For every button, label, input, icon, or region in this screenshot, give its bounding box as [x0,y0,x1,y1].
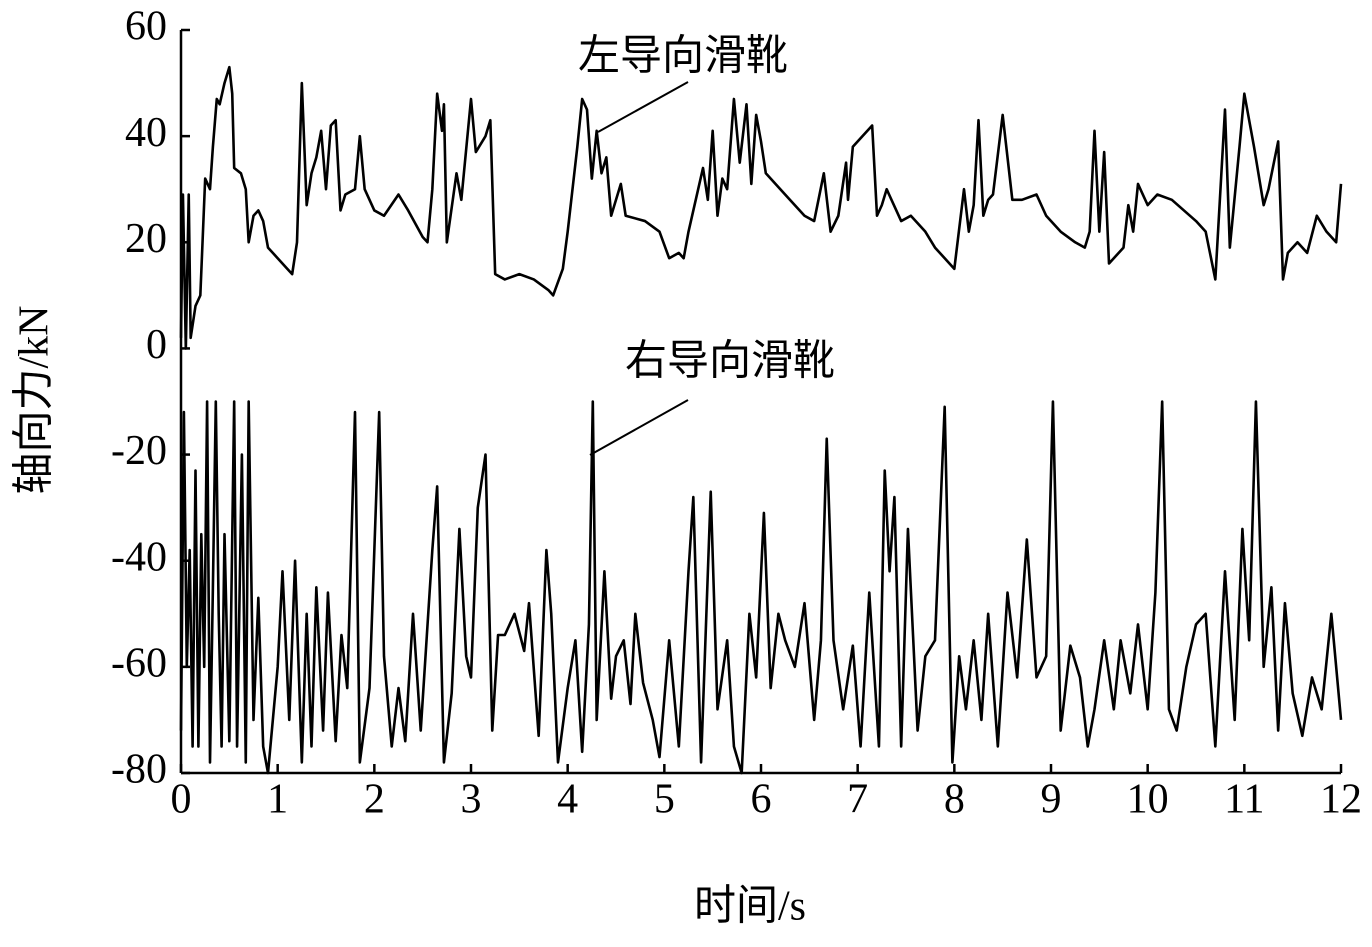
series-annotation: 左导向滑靴 [578,34,788,80]
x-tick-label: 2 [364,777,385,823]
x-tick-label: 7 [847,777,868,823]
y-tick-label: 60 [125,4,167,50]
x-tick-label: 11 [1224,777,1264,823]
x-tick-label: 10 [1127,777,1169,823]
leader-line [589,399,689,456]
series-annotation: 右导向滑靴 [625,339,835,385]
series-line [179,65,1343,350]
x-tick-label: 3 [461,777,482,823]
x-axis-label: 时间/s [694,884,806,930]
x-tick-label: 12 [1320,777,1362,823]
y-tick-label: 0 [146,322,167,368]
leader-line [597,81,689,133]
x-tick-label: 0 [171,777,192,823]
y-tick-label: -40 [111,534,167,580]
y-tick-label: 40 [125,110,167,156]
x-tick-label: 6 [751,777,772,823]
y-axis-label: 轴向力/kN [12,305,58,494]
x-tick-label: 9 [1041,777,1062,823]
x-tick-label: 5 [654,777,675,823]
x-tick-label: 4 [557,777,578,823]
y-tick-label: 20 [125,216,167,262]
x-tick-label: 8 [944,777,965,823]
y-tick-label: -20 [111,428,167,474]
y-tick-label: -80 [111,747,167,793]
x-tick-label: 1 [267,777,288,823]
y-tick-label: -60 [111,640,167,686]
series-line [179,400,1343,775]
